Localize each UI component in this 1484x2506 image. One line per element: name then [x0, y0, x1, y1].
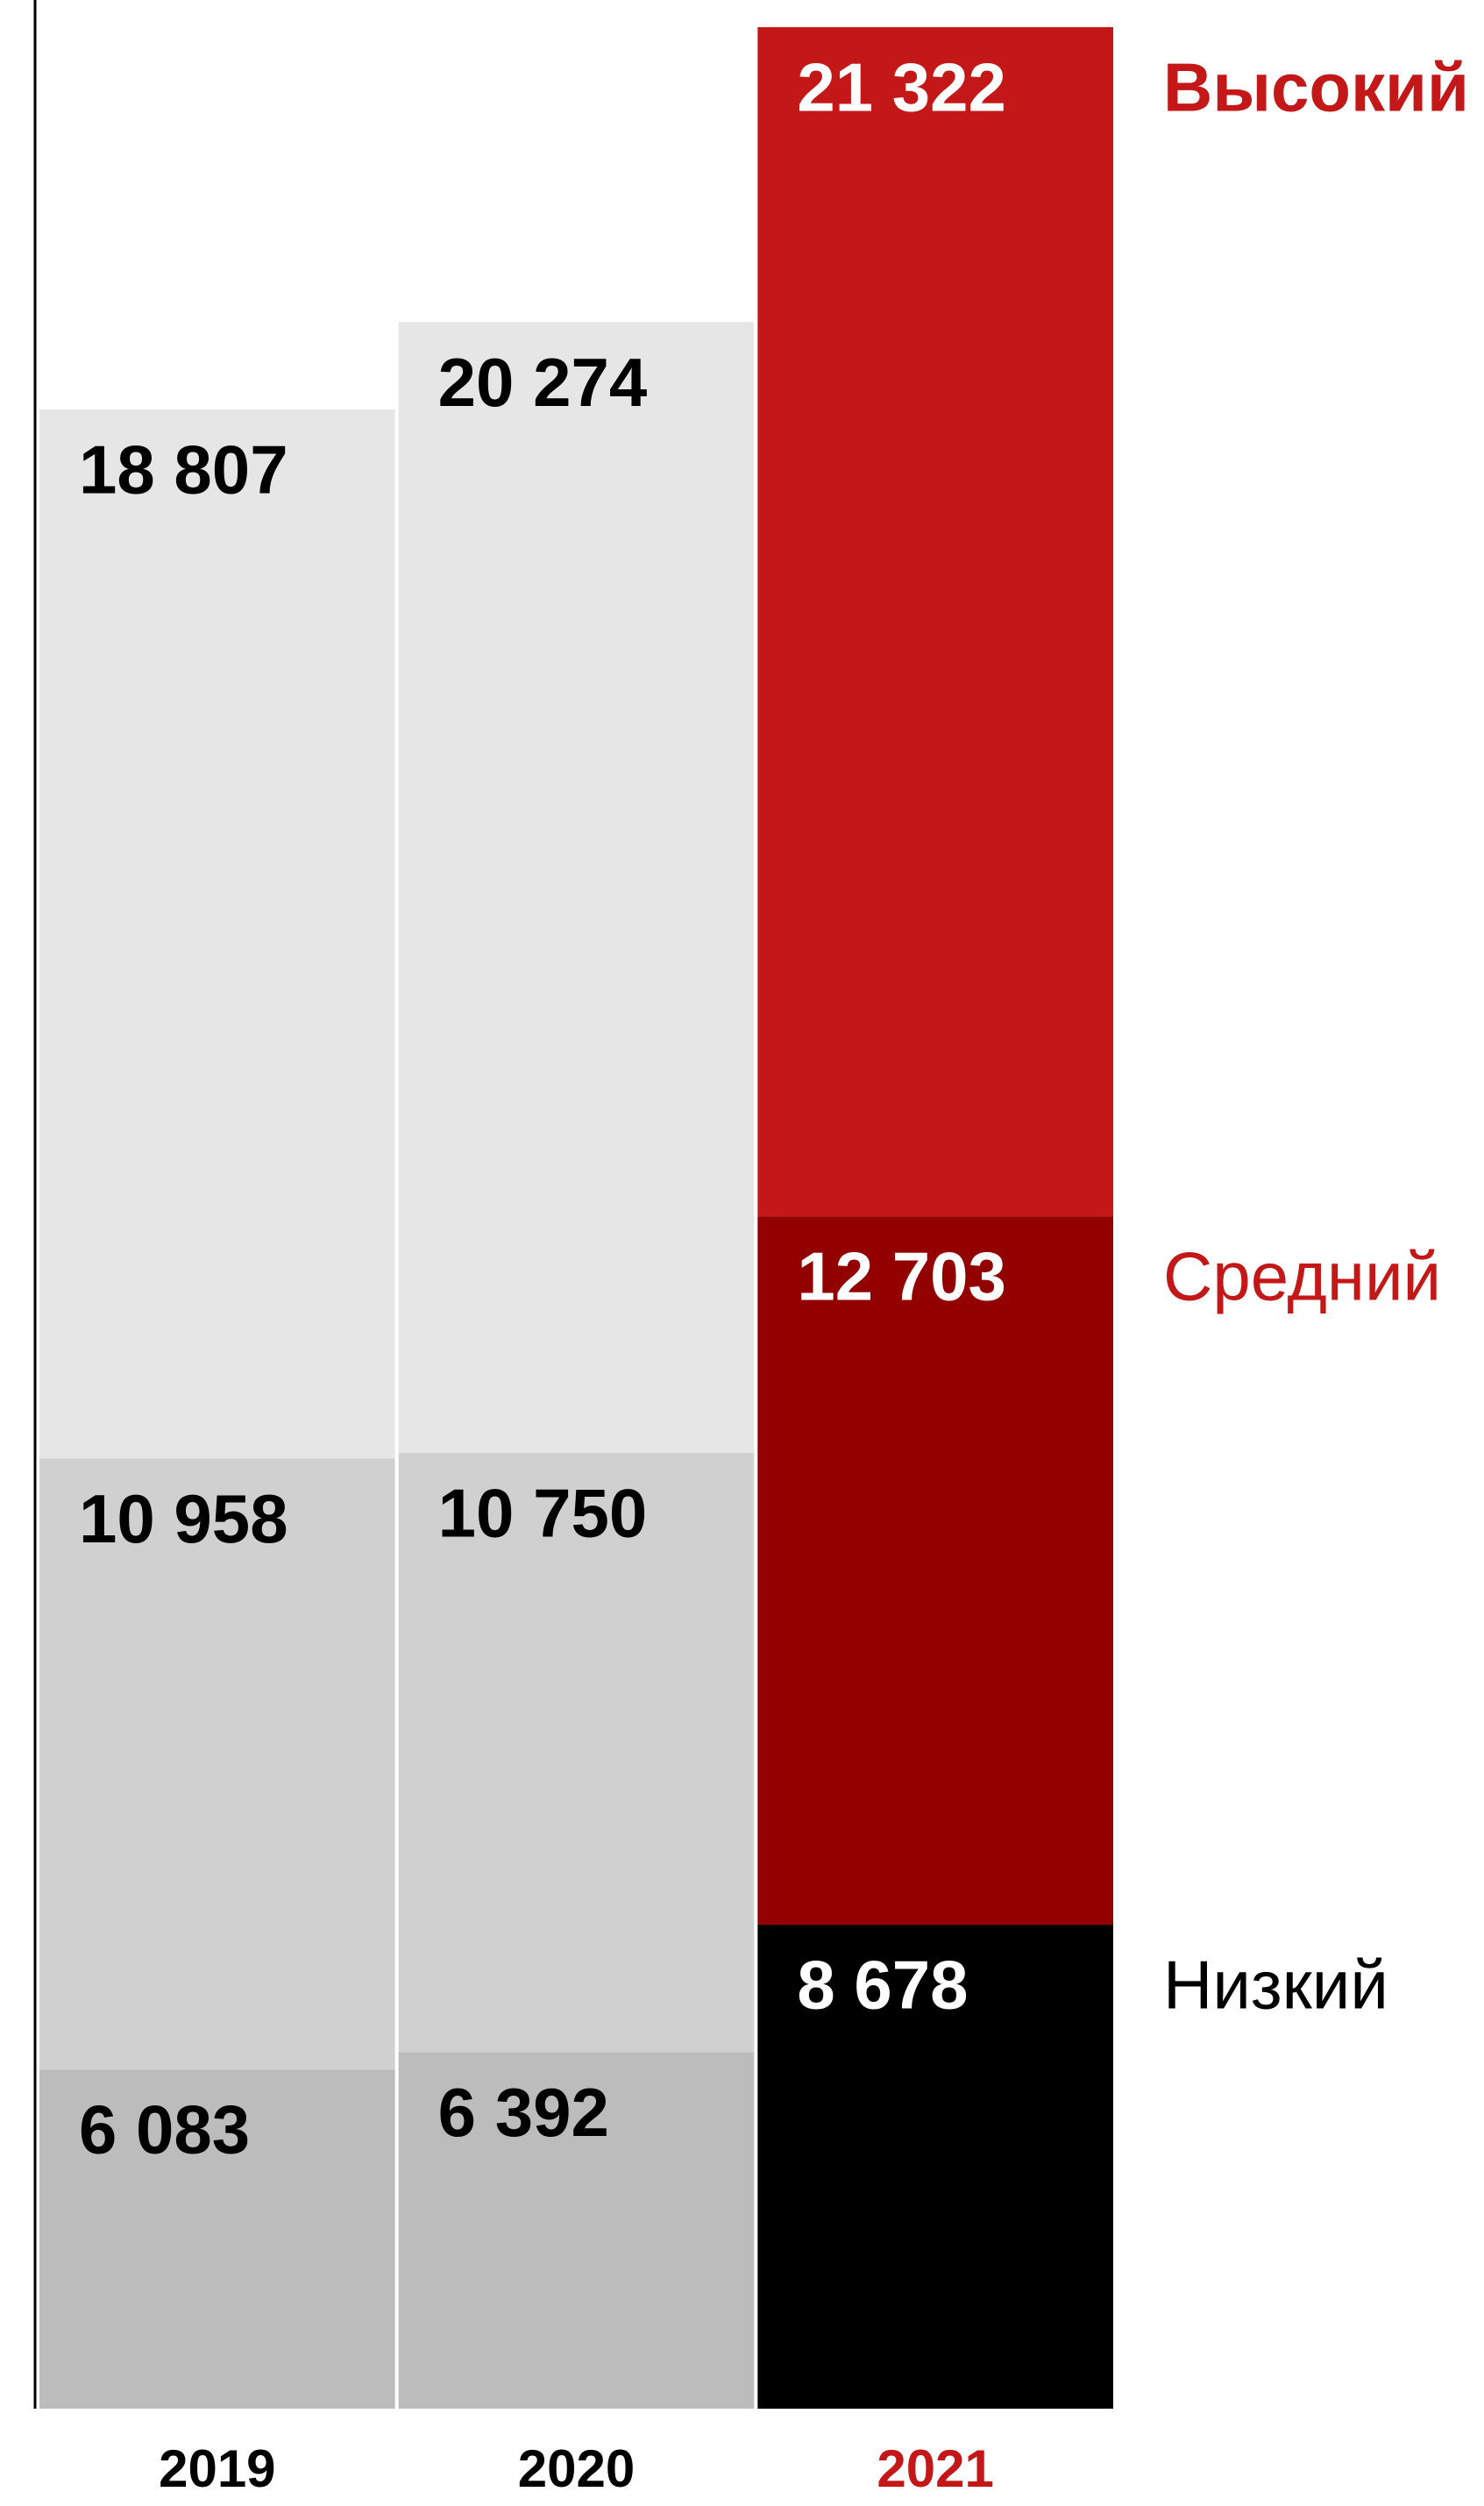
value-label: 20 274: [438, 344, 648, 421]
value-label: 18 807: [79, 431, 288, 509]
legend-label: Высокий: [1163, 49, 1469, 126]
x-tick-label: 2021: [877, 2439, 993, 2498]
bar-segment: [39, 1458, 395, 2070]
bar-segment: [757, 27, 1113, 1217]
bar-segment: [757, 1925, 1113, 2409]
bar-segment: [39, 409, 395, 1459]
value-label: 6 083: [79, 2091, 250, 2168]
value-label: 10 750: [438, 1474, 648, 1551]
value-label: 10 958: [79, 1480, 288, 1557]
bar-segment: [398, 1452, 755, 2053]
value-label: 12 703: [797, 1238, 1006, 1315]
legend-label: Низкий: [1163, 1947, 1388, 2024]
bar-segment: [398, 322, 755, 1453]
bar-segment: [39, 2069, 395, 2409]
legend-label: Средний: [1163, 1238, 1441, 1315]
value-label: 21 322: [797, 49, 1006, 126]
bar-segment: [757, 1216, 1113, 1926]
x-tick-label: 2020: [518, 2439, 635, 2498]
x-tick-label: 2019: [159, 2439, 275, 2498]
value-label: 8 678: [797, 1947, 968, 2024]
bar-segment: [398, 2052, 755, 2409]
value-label: 6 392: [438, 2074, 609, 2151]
